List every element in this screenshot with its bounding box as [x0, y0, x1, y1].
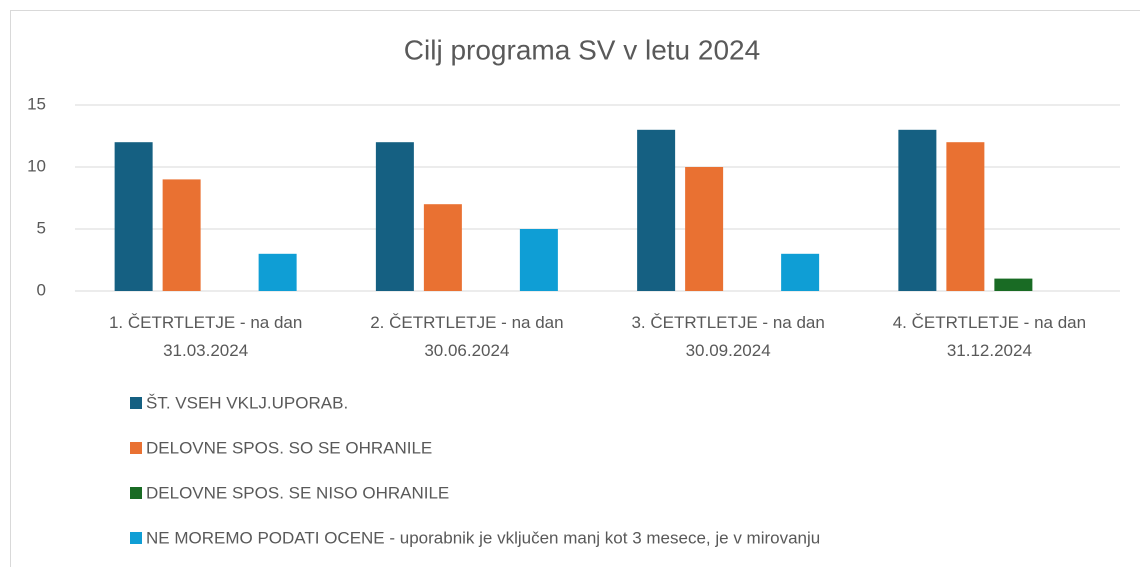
y-tick-label: 5 [37, 218, 46, 237]
y-tick-label: 15 [27, 94, 46, 113]
y-tick-label: 0 [37, 280, 46, 299]
legend-swatch [130, 487, 142, 499]
y-tick-label: 10 [27, 156, 46, 175]
bar [520, 229, 558, 291]
legend-swatch [130, 397, 142, 409]
bar [946, 142, 984, 291]
bar [259, 254, 297, 291]
legend-label: NE MOREMO PODATI OCENE - uporabnik je vk… [146, 528, 820, 547]
legend-label: DELOVNE SPOS. SE NISO OHRANILE [146, 483, 449, 502]
bar [163, 179, 201, 291]
bar [376, 142, 414, 291]
legend-swatch [130, 442, 142, 454]
bar [898, 130, 936, 291]
bar [637, 130, 675, 291]
chart-title: Cilj programa SV v letu 2024 [404, 34, 760, 65]
legend-swatch [130, 532, 142, 544]
bar [994, 279, 1032, 291]
bar [424, 204, 462, 291]
bar [115, 142, 153, 291]
bar [781, 254, 819, 291]
legend-label: ŠT. VSEH VKLJ.UPORAB. [146, 393, 348, 412]
bar [685, 167, 723, 291]
legend-label: DELOVNE SPOS. SO SE OHRANILE [146, 438, 432, 457]
